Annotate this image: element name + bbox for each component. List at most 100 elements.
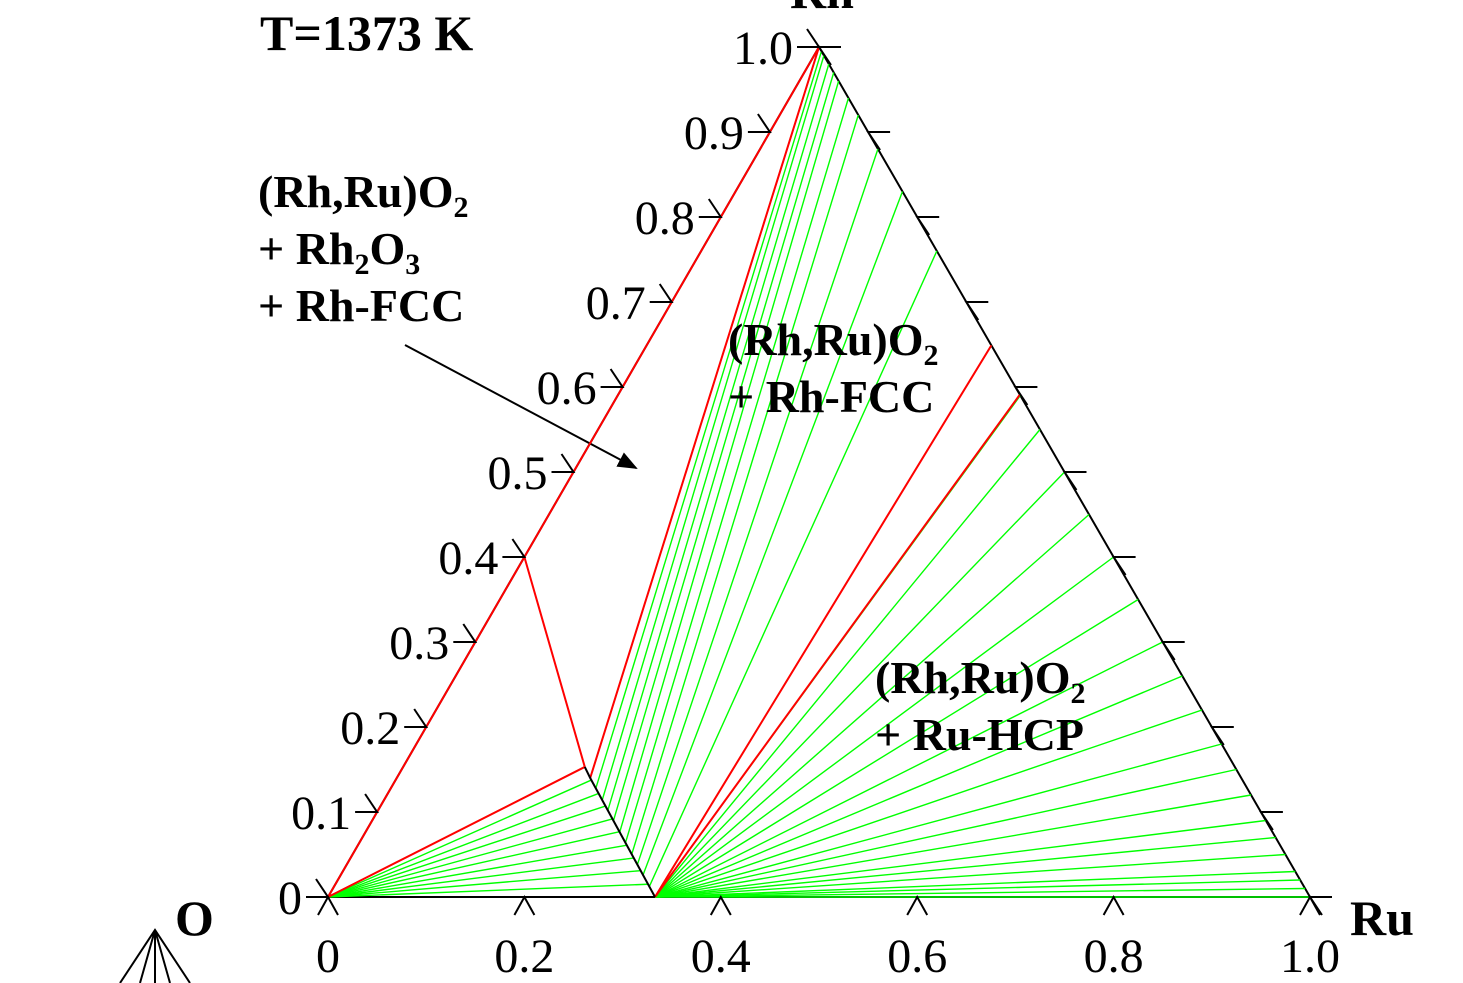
ru-tick-label: 0.6 — [887, 930, 947, 983]
tie-line — [654, 641, 1164, 898]
phase-boundary — [654, 394, 1021, 898]
rh-tick-right — [1111, 556, 1136, 576]
corner-label: O — [175, 890, 214, 946]
phase-label: + Rh-FCC — [258, 280, 464, 331]
rh-tick-label: 0.7 — [586, 277, 646, 330]
tie-line — [654, 471, 1066, 898]
rh-tick-right — [1062, 471, 1087, 491]
corner-label: Rh — [790, 0, 854, 19]
tie-line — [327, 805, 606, 898]
rh-tick-label: 1.0 — [733, 22, 793, 75]
tie-line — [654, 887, 1306, 898]
tie-line — [327, 830, 621, 898]
rh-tick — [502, 538, 527, 558]
tie-line — [654, 743, 1222, 898]
corner-label: Ru — [1350, 890, 1414, 946]
subscript: 3 — [405, 248, 420, 281]
phase-boundary — [523, 556, 586, 768]
chart-title: T=1373 K — [260, 5, 473, 61]
rh-tick — [797, 28, 821, 48]
tie-line — [654, 768, 1237, 898]
tie-line — [654, 879, 1301, 898]
rh-tick-label: 0.1 — [291, 787, 351, 840]
tie-line — [654, 598, 1139, 898]
tie-line — [618, 80, 840, 833]
label-text: (Rh,Ru)O — [728, 314, 924, 365]
tie-line — [654, 794, 1252, 898]
triangle-frame — [326, 45, 1312, 898]
tie-line — [327, 869, 641, 898]
ru-tick-label: 0 — [316, 930, 340, 983]
ru-tick-label: 0.8 — [1084, 930, 1144, 983]
tie-line — [327, 857, 635, 898]
rh-tick-right — [1160, 641, 1185, 661]
ru-tick-label: 0.2 — [494, 930, 554, 983]
tie-line — [654, 675, 1183, 898]
tie-line — [654, 709, 1203, 898]
tie-line — [654, 513, 1090, 898]
rh-tick-label: 0.9 — [684, 107, 744, 160]
tie-line — [654, 429, 1041, 898]
tie-line — [327, 792, 600, 898]
tie-line — [636, 148, 879, 865]
tie-line — [601, 55, 825, 800]
subscript: 2 — [454, 191, 469, 224]
rh-tick-right — [964, 301, 989, 321]
corner-icon — [119, 928, 191, 983]
tie-line — [631, 114, 859, 854]
tie-line — [654, 836, 1276, 898]
tie-line — [612, 72, 835, 822]
phase-label: (Rh,Ru)O2 — [875, 652, 1086, 710]
rh-tick — [649, 283, 674, 303]
rh-tick-label: 0 — [278, 872, 302, 925]
tie-lines — [327, 46, 1310, 898]
ru-tick-label: 1.0 — [1280, 930, 1340, 983]
arrow — [404, 344, 638, 469]
label-text: + Rh-FCC — [728, 371, 934, 422]
ru-tick-label: 0.4 — [691, 930, 751, 983]
rh-tick — [355, 793, 379, 813]
rh-tick-label: 0.4 — [438, 532, 498, 585]
phase-boundary — [654, 344, 993, 898]
rh-tick-label: 0.2 — [340, 702, 400, 755]
tie-line — [654, 556, 1115, 898]
label-text: (Rh,Ru)O — [258, 166, 454, 217]
tie-line — [654, 853, 1286, 898]
rh-tick — [306, 878, 330, 898]
ru-tick — [906, 894, 929, 916]
rh-tick-right — [915, 216, 940, 236]
tie-line — [327, 844, 628, 898]
tie-line — [327, 883, 648, 898]
rh-tick-right — [1013, 386, 1038, 406]
phase-label: (Rh,Ru)O2 — [258, 166, 469, 224]
label-text: + Rh-FCC — [258, 280, 464, 331]
rh-tick-label: 0.5 — [488, 447, 548, 500]
rh-tick — [551, 453, 576, 473]
subscript: 2 — [924, 339, 939, 372]
ru-tick — [1299, 894, 1321, 916]
oxide-line — [583, 766, 656, 898]
rh-tick-right — [866, 131, 891, 151]
tie-line — [327, 779, 593, 898]
tie-line — [654, 870, 1296, 898]
label-text: (Rh,Ru)O — [875, 652, 1071, 703]
rh-tick — [404, 708, 429, 728]
tie-line — [607, 63, 830, 811]
rh-tick-right — [1209, 726, 1234, 746]
phase-boundary — [327, 766, 586, 898]
ru-tick — [317, 894, 339, 916]
subscript: 2 — [355, 248, 370, 281]
rh-tick-label: 0.8 — [635, 192, 695, 245]
rh-tick-right — [1308, 896, 1332, 916]
rh-tick — [747, 113, 772, 133]
rh-tick-right — [817, 46, 841, 66]
tie-line — [624, 97, 850, 843]
ru-tick — [709, 894, 732, 916]
rh-tick — [453, 623, 478, 643]
rh-tick-label: 0.6 — [537, 362, 597, 415]
tie-line — [648, 250, 938, 887]
label-text: O — [370, 223, 406, 274]
phase-label: + Rh-FCC — [728, 371, 934, 422]
subscript: 2 — [1071, 677, 1086, 710]
phase-label: + Ru-HCP — [875, 709, 1084, 760]
